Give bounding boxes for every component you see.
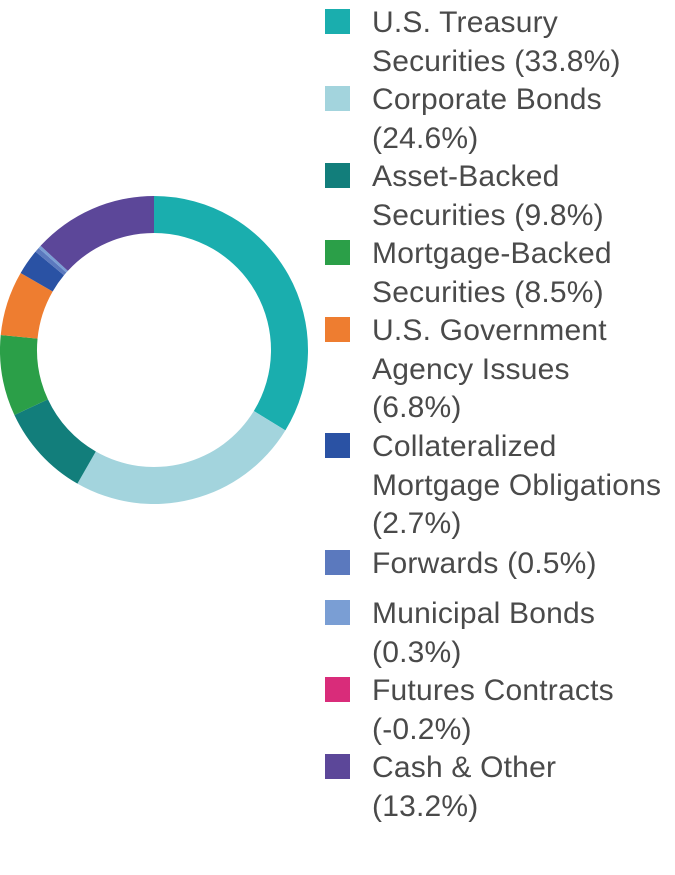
legend-label: Collateralized Mortgage Obligations (2.7… (372, 430, 662, 540)
legend-label: Cash & Other (13.2%) (372, 751, 557, 823)
legend-item-cash-other: Cash & Other (13.2%) (325, 749, 662, 826)
legend-swatch (325, 433, 350, 458)
legend-label: U.S. Treasury Securities (33.8%) (372, 6, 621, 78)
legend-label: Mortgage-Backed Securities (8.5%) (372, 237, 612, 309)
legend-swatch (325, 86, 350, 111)
legend-swatch (325, 240, 350, 265)
legend-label: U.S. Government Agency Issues (6.8%) (372, 314, 607, 424)
legend-label: Corporate Bonds (24.6%) (372, 83, 602, 155)
donut-slice (40, 196, 154, 271)
legend-swatch (325, 677, 350, 702)
legend-item-forwards: Forwards (0.5%) (325, 545, 662, 584)
legend-label: Asset-Backed Securities (9.8%) (372, 160, 604, 232)
legend-swatch (325, 550, 350, 575)
donut-slice (14, 399, 96, 484)
legend-swatch (325, 317, 350, 342)
legend-item-asset-backed: Asset-Backed Securities (9.8%) (325, 158, 662, 235)
legend-swatch (325, 163, 350, 188)
legend-item-us-treasury: U.S. Treasury Securities (33.8%) (325, 4, 662, 81)
legend-item-futures-contracts: Futures Contracts (-0.2%) (325, 672, 662, 749)
legend-label: Forwards (0.5%) (372, 547, 597, 580)
legend-label: Municipal Bonds (0.3%) (372, 597, 596, 669)
legend-label: Futures Contracts (-0.2%) (372, 674, 614, 746)
legend-item-municipal-bonds: Municipal Bonds (0.3%) (325, 595, 662, 672)
donut-slice (35, 247, 67, 276)
donut-slice (154, 196, 308, 431)
legend-swatch (325, 9, 350, 34)
donut-slice (0, 273, 53, 339)
legend-item-mortgage-backed: Mortgage-Backed Securities (8.5%) (325, 235, 662, 312)
legend-item-cmo: Collateralized Mortgage Obligations (2.7… (325, 428, 662, 544)
legend-swatch (325, 600, 350, 625)
donut-slice (77, 411, 286, 504)
legend-item-corporate-bonds: Corporate Bonds (24.6%) (325, 81, 662, 158)
legend-item-us-government-agency: U.S. Government Agency Issues (6.8%) (325, 312, 662, 428)
donut-slice (20, 251, 64, 292)
legend-swatch (325, 754, 350, 779)
donut-slice (0, 335, 48, 416)
donut-slice (38, 245, 68, 273)
donut-chart (0, 196, 308, 504)
